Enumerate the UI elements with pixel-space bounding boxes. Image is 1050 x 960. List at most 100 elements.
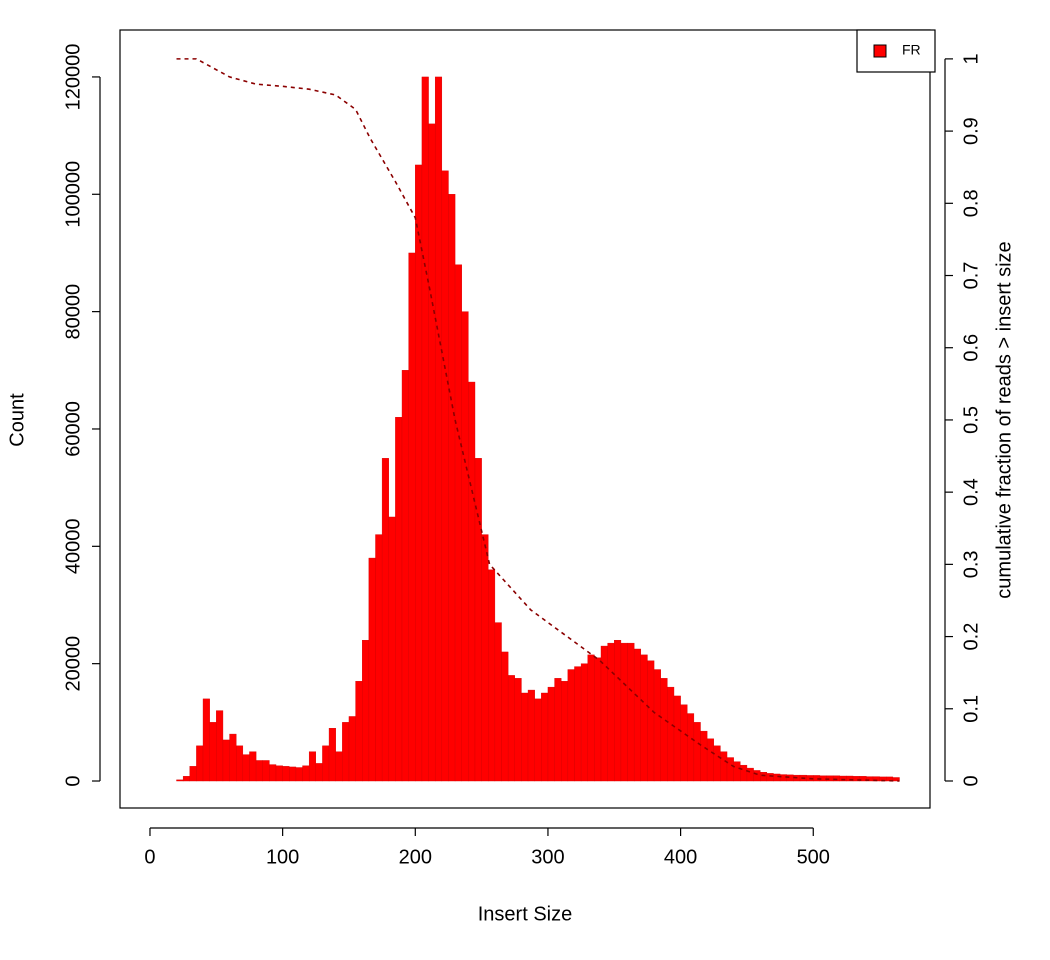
plot-frame bbox=[119, 29, 931, 809]
bar bbox=[315, 763, 323, 782]
bar bbox=[647, 660, 655, 782]
bar bbox=[514, 678, 522, 782]
bar bbox=[468, 381, 476, 782]
y-tick-label: 120000 bbox=[62, 44, 84, 111]
y2-axis-title: cumulative fraction of reads > insert si… bbox=[993, 241, 1015, 598]
bar bbox=[395, 417, 403, 782]
x-tick-label: 0 bbox=[144, 846, 155, 868]
y-axis-title: Count bbox=[6, 393, 28, 447]
bar bbox=[693, 722, 701, 782]
bar bbox=[202, 698, 210, 782]
bar bbox=[660, 678, 668, 782]
y-tick-label: 0 bbox=[62, 775, 84, 786]
cumulative-line bbox=[176, 58, 900, 782]
bar bbox=[275, 765, 283, 782]
legend-label: FR bbox=[902, 42, 921, 58]
x-tick-label: 100 bbox=[266, 846, 299, 868]
y2-tick-label: 0 bbox=[960, 775, 982, 786]
bar bbox=[541, 692, 549, 782]
bar bbox=[521, 692, 529, 782]
bar bbox=[594, 657, 602, 782]
bar bbox=[189, 766, 197, 782]
legend-swatch bbox=[873, 44, 887, 58]
bar bbox=[434, 76, 443, 782]
bar bbox=[740, 764, 748, 782]
x-tick-label: 400 bbox=[664, 846, 697, 868]
bar bbox=[633, 648, 642, 782]
bar bbox=[308, 751, 317, 782]
bar bbox=[262, 760, 270, 782]
y-tick-label: 80000 bbox=[62, 284, 84, 340]
bar bbox=[826, 775, 834, 782]
bar bbox=[726, 757, 734, 782]
bar bbox=[335, 751, 343, 782]
bar bbox=[720, 751, 728, 782]
bar bbox=[355, 681, 363, 782]
bar bbox=[454, 264, 462, 782]
bar bbox=[182, 776, 190, 782]
bar bbox=[706, 738, 714, 782]
bar bbox=[255, 760, 263, 782]
y2-tick-label: 0.4 bbox=[960, 478, 982, 506]
bar bbox=[561, 681, 569, 782]
y2-tick-label: 1 bbox=[960, 53, 982, 64]
bar bbox=[554, 678, 562, 782]
bar bbox=[209, 722, 217, 782]
bar bbox=[381, 458, 389, 782]
bar bbox=[282, 766, 290, 782]
bar bbox=[415, 164, 423, 782]
bar bbox=[580, 663, 588, 782]
bar bbox=[753, 770, 761, 782]
y-tick-label: 40000 bbox=[62, 519, 84, 575]
y2-tick-label: 0.2 bbox=[960, 623, 982, 651]
bar bbox=[687, 713, 695, 782]
bar bbox=[779, 774, 787, 782]
bar bbox=[574, 666, 582, 782]
y2-tick-label: 0.6 bbox=[960, 334, 982, 362]
bar bbox=[441, 170, 449, 782]
bar bbox=[408, 252, 416, 782]
bar bbox=[362, 639, 370, 782]
bar bbox=[461, 311, 469, 782]
bar bbox=[328, 728, 336, 782]
bar bbox=[289, 766, 297, 782]
bar bbox=[401, 370, 409, 782]
bar bbox=[786, 774, 794, 782]
bar bbox=[295, 767, 303, 782]
y2-tick-label: 0.3 bbox=[960, 550, 982, 578]
bar bbox=[733, 761, 741, 782]
bar bbox=[196, 745, 204, 782]
bar bbox=[322, 745, 330, 782]
bar bbox=[481, 534, 489, 782]
bar bbox=[766, 773, 774, 782]
y2-tick-label: 0.7 bbox=[960, 262, 982, 290]
bar bbox=[421, 76, 429, 782]
bar bbox=[673, 695, 681, 782]
bar bbox=[746, 767, 754, 782]
bar bbox=[700, 730, 708, 782]
y-tick-label: 20000 bbox=[62, 636, 84, 692]
bar bbox=[759, 772, 768, 782]
bar bbox=[269, 764, 277, 782]
bar bbox=[667, 686, 675, 782]
bar bbox=[534, 698, 542, 782]
bar bbox=[892, 777, 900, 782]
bar bbox=[348, 716, 356, 782]
bar bbox=[620, 642, 628, 782]
y2-tick-label: 0.5 bbox=[960, 406, 982, 434]
bar bbox=[236, 745, 244, 782]
bar bbox=[587, 654, 595, 782]
bar bbox=[448, 194, 456, 782]
y2-tick-label: 0.9 bbox=[960, 117, 982, 145]
bar bbox=[680, 704, 688, 782]
bar bbox=[501, 651, 509, 782]
bar bbox=[222, 739, 230, 782]
y-tick-label: 100000 bbox=[62, 161, 84, 228]
bar bbox=[368, 557, 376, 782]
bar bbox=[249, 751, 257, 782]
bar bbox=[832, 775, 840, 782]
bar bbox=[342, 722, 350, 782]
y2-tick-label: 0.8 bbox=[960, 189, 982, 217]
